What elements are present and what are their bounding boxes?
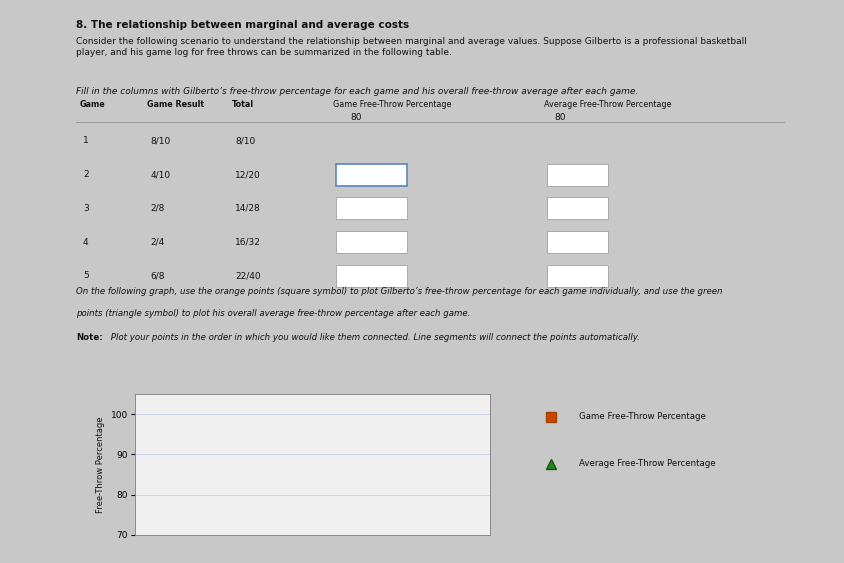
Text: 16/32: 16/32 <box>235 238 261 247</box>
Y-axis label: Free-Throw Percentage: Free-Throw Percentage <box>96 416 106 513</box>
Text: 80: 80 <box>350 114 362 123</box>
Text: Fill in the columns with Gilberto’s free-throw percentage for each game and his : Fill in the columns with Gilberto’s free… <box>76 87 638 96</box>
Text: 22/40: 22/40 <box>235 271 261 280</box>
FancyBboxPatch shape <box>336 198 407 219</box>
Text: 4: 4 <box>83 238 89 247</box>
Text: points (triangle symbol) to plot his overall average free-throw percentage after: points (triangle symbol) to plot his ove… <box>76 309 470 318</box>
Text: 80: 80 <box>555 114 565 123</box>
FancyBboxPatch shape <box>336 265 407 287</box>
Text: 8. The relationship between marginal and average costs: 8. The relationship between marginal and… <box>76 20 409 30</box>
Text: On the following graph, use the orange points (square symbol) to plot Gilberto’s: On the following graph, use the orange p… <box>76 287 722 296</box>
Text: Game: Game <box>79 100 106 109</box>
Text: Game Free-Throw Percentage: Game Free-Throw Percentage <box>333 100 452 109</box>
Text: 4/10: 4/10 <box>150 170 170 179</box>
Text: 8/10: 8/10 <box>150 136 170 145</box>
Text: Total: Total <box>231 100 253 109</box>
Text: 3: 3 <box>83 204 89 213</box>
FancyBboxPatch shape <box>547 265 608 287</box>
Text: Note:: Note: <box>76 333 103 342</box>
Text: 8/10: 8/10 <box>235 136 255 145</box>
FancyBboxPatch shape <box>547 164 608 186</box>
Text: 5: 5 <box>83 271 89 280</box>
Text: Game Free-Throw Percentage: Game Free-Throw Percentage <box>579 412 706 421</box>
Text: 2/4: 2/4 <box>150 238 165 247</box>
FancyBboxPatch shape <box>336 164 407 186</box>
FancyBboxPatch shape <box>547 231 608 253</box>
Text: 6/8: 6/8 <box>150 271 165 280</box>
Text: Consider the following scenario to understand the relationship between marginal : Consider the following scenario to under… <box>76 37 747 57</box>
Text: 14/28: 14/28 <box>235 204 261 213</box>
Text: 12/20: 12/20 <box>235 170 261 179</box>
Text: Plot your points in the order in which you would like them connected. Line segme: Plot your points in the order in which y… <box>108 333 640 342</box>
Text: Game Result: Game Result <box>147 100 204 109</box>
Text: 2: 2 <box>83 170 89 179</box>
Text: Average Free-Throw Percentage: Average Free-Throw Percentage <box>579 459 716 468</box>
FancyBboxPatch shape <box>547 198 608 219</box>
Text: 2/8: 2/8 <box>150 204 165 213</box>
Text: Average Free-Throw Percentage: Average Free-Throw Percentage <box>544 100 671 109</box>
Text: 1: 1 <box>83 136 89 145</box>
FancyBboxPatch shape <box>336 231 407 253</box>
